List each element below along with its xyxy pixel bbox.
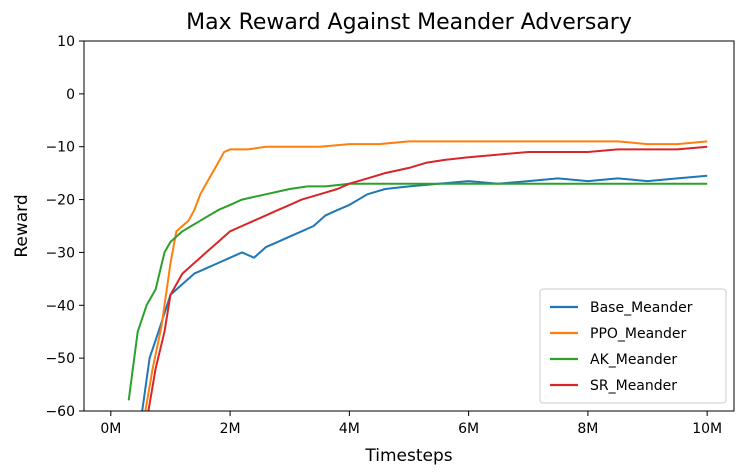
y-tick-label: −40 — [45, 298, 75, 314]
chart-title: Max Reward Against Meander Adversary — [186, 10, 632, 35]
x-tick-label: 4M — [339, 421, 360, 437]
series-line-base-meander — [141, 174, 708, 411]
plot-frame — [83, 40, 735, 412]
legend-label: SR_Meander — [590, 378, 677, 394]
x-tick-label: 8M — [577, 421, 598, 437]
legend-label: Base_Meander — [590, 300, 693, 316]
series-line-ak-meander — [127, 182, 708, 401]
y-axis-label: Reward — [12, 194, 32, 257]
y-tick-label: −10 — [45, 140, 75, 156]
legend-label: PPO_Meander — [590, 326, 687, 342]
y-tick-label: 0 — [66, 87, 75, 103]
legend: Base_Meander PPO_Meander AK_Meander SR_Mean… — [539, 288, 727, 404]
y-tick-label: 10 — [57, 34, 75, 50]
series-line-sr-meander — [147, 145, 708, 411]
legend-label: AK_Meander — [590, 352, 677, 368]
y-tick-label: −30 — [45, 245, 75, 261]
y-axis: 10 0 −10 −20 −30 −40 −50 −60 — [45, 34, 84, 420]
y-tick-label: −60 — [45, 404, 75, 420]
x-tick-label: 0M — [100, 421, 121, 437]
y-tick-label: −20 — [45, 193, 75, 209]
x-tick-label: 6M — [458, 421, 479, 437]
legend-box — [539, 288, 727, 404]
x-axis-label: Timesteps — [364, 446, 452, 466]
x-tick-label: 10M — [692, 421, 722, 437]
series-line-ppo-meander — [144, 140, 708, 411]
series-layer — [127, 140, 708, 411]
y-tick-label: −50 — [45, 351, 75, 367]
x-tick-label: 2M — [220, 421, 241, 437]
x-axis: 0M 2M 4M 6M 8M 10M — [100, 411, 722, 437]
